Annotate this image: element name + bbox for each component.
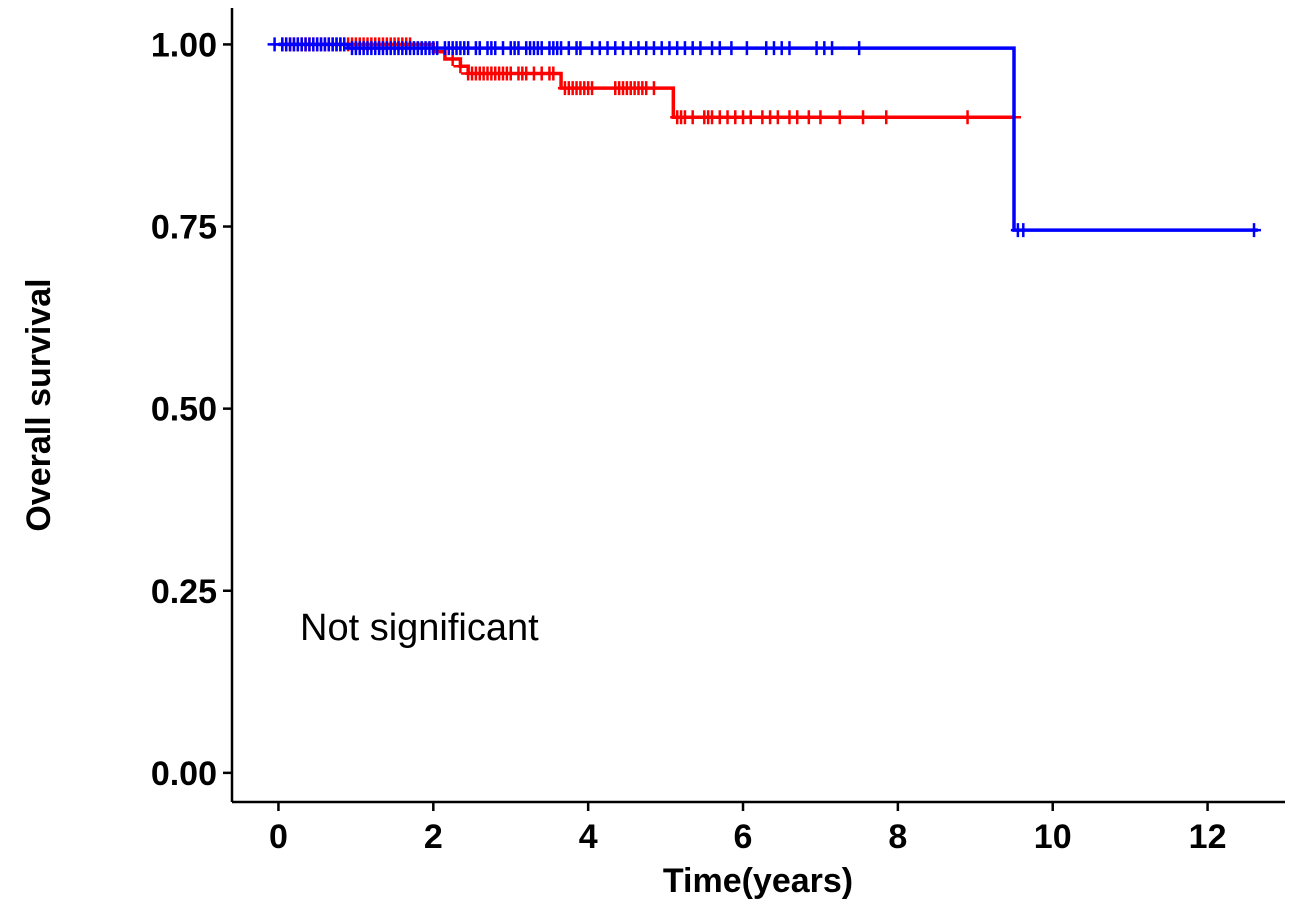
censor-mark (585, 81, 600, 96)
series-2 (267, 37, 1262, 238)
censor-mark (856, 110, 871, 125)
y-axis-title: Overall survival (20, 278, 58, 531)
censor-mark (1016, 223, 1031, 238)
x-tick-label: 4 (579, 818, 598, 856)
y-tick-label: 0.75 (151, 209, 217, 247)
censor-mark (1247, 223, 1262, 238)
censor-mark (337, 37, 352, 52)
y-tick-label: 1.00 (151, 26, 217, 64)
y-tick-label: 0.25 (151, 573, 217, 611)
x-tick-label: 10 (1034, 818, 1072, 856)
x-tick-label: 2 (424, 818, 443, 856)
censor-mark (813, 110, 828, 125)
censor-mark (724, 41, 739, 56)
survival-curve (278, 42, 1015, 120)
censor-mark (453, 59, 468, 74)
censor-mark (852, 41, 867, 56)
x-tick-label: 8 (888, 818, 907, 856)
censor-mark (546, 66, 561, 81)
x-axis-title: Time(years) (663, 862, 853, 900)
survival-curve (278, 42, 1258, 232)
censor-mark (825, 41, 840, 56)
series-layer (267, 37, 1262, 238)
censor-mark (879, 110, 894, 125)
x-tick-label: 6 (734, 818, 753, 856)
significance-annotation: Not significant (300, 607, 539, 649)
censor-mark (832, 110, 847, 125)
censor-mark (739, 41, 754, 56)
ticks-layer: 0 2 4 6 8 10 12 0.00 0.25 0.50 0.75 1.00 (151, 26, 1227, 856)
censor-mark (960, 110, 975, 125)
axes-layer (230, 8, 1285, 804)
x-tick-label: 12 (1189, 818, 1227, 856)
y-tick-label: 0.50 (151, 391, 217, 429)
censor-mark (646, 81, 661, 96)
x-tick-label: 0 (269, 818, 288, 856)
y-tick-label: 0.00 (151, 755, 217, 793)
censor-mark (782, 41, 797, 56)
